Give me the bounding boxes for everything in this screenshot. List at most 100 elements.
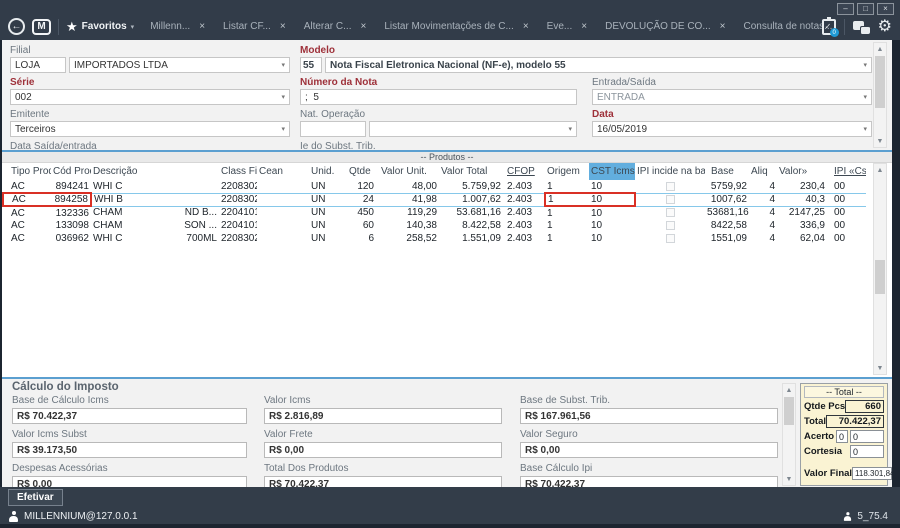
form-scrollbar[interactable]: ▲ ▼ <box>873 42 887 148</box>
cell-cod-prod[interactable]: 132336 <box>55 207 89 219</box>
chat-icon[interactable] <box>852 20 870 34</box>
cell-ipi-incide[interactable] <box>635 232 705 245</box>
ipi-checkbox[interactable] <box>665 233 675 243</box>
cell-descricao[interactable]: CHAM ND B... <box>91 206 219 219</box>
col-ipi-incide[interactable]: IPI incide na base ICMS <box>637 166 705 177</box>
cell-cfop[interactable]: 2.403 <box>507 233 533 244</box>
product-row[interactable]: AC 133098 CHAM SON ... 22041010 UN 60 14… <box>3 219 866 232</box>
cell-cst-icms[interactable]: 10 <box>591 180 603 192</box>
acerto-input-2[interactable]: 0 <box>850 430 884 443</box>
product-row[interactable]: AC 132336 CHAM ND B... 22041010 UN 450 1… <box>3 206 866 219</box>
cell-qtde[interactable]: 450 <box>357 207 374 219</box>
col-valor-total[interactable]: Valor Total <box>441 166 488 177</box>
cell-valor-total[interactable]: 1.551,09 <box>462 233 501 244</box>
ipi-checkbox[interactable] <box>665 181 675 191</box>
cell-tipo-prod[interactable]: AC <box>2 192 51 207</box>
cell-origem[interactable]: 1 <box>547 180 553 192</box>
cell-base[interactable]: 8422,58 <box>710 220 747 231</box>
cell-descricao[interactable]: WHI C <box>91 180 219 193</box>
tab-close-icon[interactable]: × <box>522 21 529 32</box>
ipi-checkbox[interactable] <box>665 220 675 230</box>
cell-unid[interactable]: UN <box>311 180 326 192</box>
imposto-field-input[interactable]: R$ 70.422,37 <box>264 476 502 487</box>
emitente-select[interactable]: Terceiros ▾ <box>10 121 290 137</box>
back-button[interactable]: ← <box>8 18 25 35</box>
cell-cod-prod[interactable]: 133098 <box>55 220 89 231</box>
cell-ipi-incide[interactable] <box>635 206 705 219</box>
cell-cst-icms[interactable]: 10 <box>591 220 603 231</box>
cell-aliq[interactable]: 4 <box>769 180 775 192</box>
cell-ipi-cst[interactable]: 00 <box>834 207 846 219</box>
filial-code-input[interactable]: LOJA <box>10 57 66 73</box>
tab-close-icon[interactable]: × <box>360 21 367 32</box>
cell-valor-total[interactable]: 1.007,62 <box>439 192 503 207</box>
cell-class-fis[interactable]: 22041010 <box>221 207 257 219</box>
cell-cst-icms[interactable]: 10 <box>591 233 603 244</box>
scrollbar-thumb[interactable] <box>875 260 885 294</box>
cell-ipi-cst[interactable]: 00 <box>827 192 866 207</box>
cell-qtde[interactable]: 24 <box>347 192 379 207</box>
cell-descricao[interactable]: WHI B <box>91 192 219 207</box>
cell-valor-total[interactable]: 8.422,58 <box>462 220 501 231</box>
cell-cean[interactable] <box>257 219 309 232</box>
scroll-up-icon[interactable]: ▲ <box>876 166 884 174</box>
favorites-menu[interactable]: ★ Favoritos ▾ <box>66 19 134 35</box>
imposto-field-input[interactable]: R$ 39.173,50 <box>12 442 247 458</box>
imposto-field-input[interactable]: R$ 70.422,37 <box>12 408 247 424</box>
product-row[interactable]: AC 036962 WHI C 700ML 22083020 UN 6 258,… <box>3 232 866 245</box>
cell-cfop[interactable]: 2.403 <box>507 207 533 219</box>
cell-cfop[interactable]: 2.403 <box>507 220 533 231</box>
cell-valor-unit[interactable]: 119,29 <box>407 207 437 219</box>
col-class-fis[interactable]: Class Fis. <box>221 166 257 177</box>
cell-base[interactable]: 5759,92 <box>710 180 747 192</box>
cell-valor-total[interactable]: 53.681,16 <box>456 207 502 219</box>
cell-cean[interactable] <box>257 180 309 193</box>
cell-valor[interactable]: 62,04 <box>799 233 825 244</box>
cell-valor-total[interactable]: 5.759,92 <box>462 180 501 192</box>
cell-cfop[interactable]: 2.403 <box>503 192 545 207</box>
col-cean[interactable]: Cean <box>259 166 283 177</box>
product-row[interactable]: AC 894258 WHI B 22083020 UN 24 41,98 1.0… <box>2 192 866 207</box>
imposto-field-input[interactable]: R$ 167.961,56 <box>520 408 778 424</box>
close-window-button[interactable]: × <box>877 3 894 15</box>
cell-valor-unit[interactable]: 140,38 <box>406 220 437 231</box>
col-ipi-cst[interactable]: IPI «Cst <box>834 166 866 177</box>
cell-origem[interactable]: 1 <box>544 192 589 207</box>
gear-icon[interactable]: ⚙ <box>877 18 892 35</box>
cell-qtde[interactable]: 120 <box>357 180 374 192</box>
tab[interactable]: Listar Movimentações de C... × <box>375 13 537 40</box>
cell-ipi-cst[interactable]: 00 <box>834 233 846 244</box>
valor-final-input[interactable]: 118.301,84 <box>852 467 892 480</box>
cell-descricao[interactable]: WHI C 700ML <box>91 232 219 245</box>
imposto-field-input[interactable]: R$ 0,00 <box>520 442 778 458</box>
cell-cst-icms[interactable]: 10 <box>589 192 636 207</box>
cell-origem[interactable]: 1 <box>547 220 553 231</box>
scroll-down-icon[interactable]: ▼ <box>876 364 884 372</box>
product-row[interactable]: AC 894241 WHI C 22083020 UN 120 48,00 5.… <box>3 180 866 193</box>
cell-ipi-cst[interactable]: 00 <box>834 220 846 231</box>
cell-descricao[interactable]: CHAM SON ... <box>91 219 219 232</box>
entrada-saida-select[interactable]: ENTRADA ▾ <box>592 89 872 105</box>
tab-close-icon[interactable]: × <box>199 21 206 32</box>
cell-ipi-incide[interactable] <box>635 180 705 193</box>
cell-origem[interactable]: 1 <box>547 233 553 244</box>
efetivar-button[interactable]: Efetivar <box>8 489 63 506</box>
cell-class-fis[interactable]: 22083020 <box>221 180 257 192</box>
tab[interactable]: Consulta de notas... × <box>735 13 836 40</box>
minimize-button[interactable]: – <box>837 3 854 15</box>
cell-valor-unit[interactable]: 258,52 <box>406 233 437 244</box>
data-select[interactable]: 16/05/2019 ▾ <box>592 121 872 137</box>
col-descricao[interactable]: Descrição <box>93 166 138 177</box>
cell-tipo-prod[interactable]: AC <box>11 220 25 231</box>
scroll-down-icon[interactable]: ▼ <box>876 137 884 145</box>
tab-close-icon[interactable]: × <box>279 21 286 32</box>
cell-valor[interactable]: 230,4 <box>799 180 825 192</box>
col-valor[interactable]: Valor» <box>779 166 808 177</box>
tab[interactable]: Alterar C... × <box>295 13 376 40</box>
tab[interactable]: Millenn... × <box>141 13 214 40</box>
cell-base[interactable]: 1551,09 <box>710 233 747 244</box>
tasks-clipboard-icon[interactable]: ✓ 0 <box>821 17 839 37</box>
cell-ipi-cst[interactable]: 00 <box>834 180 846 192</box>
cell-tipo-prod[interactable]: AC <box>11 207 25 219</box>
col-cfop[interactable]: CFOP <box>507 166 535 177</box>
